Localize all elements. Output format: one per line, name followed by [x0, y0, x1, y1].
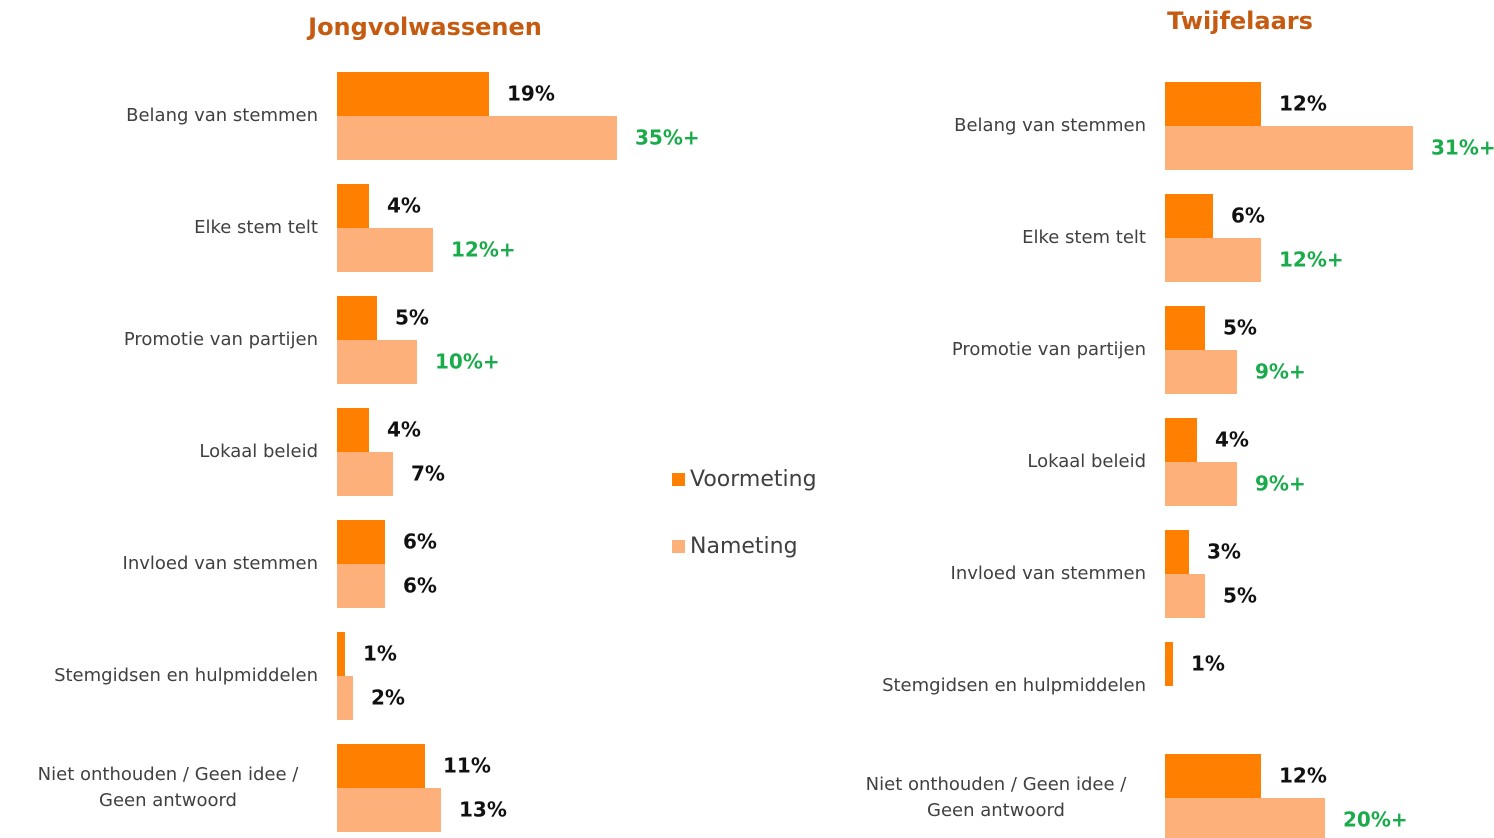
category-text: Belang van stemmen	[954, 115, 1146, 136]
bar	[337, 676, 353, 720]
value-label: 5%	[395, 306, 429, 330]
value-label: 12%	[1279, 92, 1327, 116]
bar	[337, 72, 489, 116]
chart-title: Twijfelaars	[1167, 7, 1313, 35]
value-label: 19%	[507, 82, 555, 106]
bar	[337, 788, 441, 832]
bar	[337, 632, 345, 676]
category-text: Invloed van stemmen	[122, 553, 318, 574]
category-label: Promotie van partijen	[0, 310, 318, 370]
bar	[1165, 194, 1213, 238]
value-label: 7%	[411, 462, 445, 486]
category-text: Belang van stemmen	[126, 105, 318, 126]
value-label: 5%	[1223, 316, 1257, 340]
value-label: 4%	[387, 418, 421, 442]
value-label: 12%+	[451, 238, 516, 262]
bar	[337, 564, 385, 608]
bar	[1165, 306, 1205, 350]
value-label: 12%+	[1279, 248, 1344, 272]
value-label: 9%+	[1255, 472, 1306, 496]
category-text: Promotie van partijen	[123, 329, 318, 350]
value-label: 35%+	[635, 126, 700, 150]
chart-title: Jongvolwassenen	[306, 13, 542, 41]
category-text: Promotie van partijen	[951, 339, 1146, 360]
value-label: 20%+	[1343, 808, 1408, 832]
value-label: 12%	[1279, 764, 1327, 788]
value-label: 5%	[1223, 584, 1257, 608]
bar	[1165, 462, 1237, 506]
value-label: 2%	[371, 686, 405, 710]
legend-item: Voormeting	[672, 467, 817, 492]
legend-swatch	[672, 473, 685, 486]
value-label: 1%	[1191, 652, 1225, 676]
bar	[337, 296, 377, 340]
bar	[337, 116, 617, 160]
category-text: Stemgidsen en hulpmiddelen	[54, 665, 318, 686]
bar	[1165, 82, 1261, 126]
bar	[337, 228, 433, 272]
value-label: 4%	[387, 194, 421, 218]
category-text: Niet onthouden / Geen idee / Geen antwoo…	[37, 764, 299, 811]
category-text: Elke stem telt	[194, 217, 318, 238]
legend-label: Nameting	[690, 534, 798, 559]
category-label: Invloed van stemmen	[826, 544, 1146, 604]
value-label: 31%+	[1431, 136, 1494, 160]
legend-swatch	[672, 540, 685, 553]
category-label: Niet onthouden / Geen idee / Geen antwoo…	[826, 768, 1146, 828]
category-label: Elke stem telt	[0, 198, 318, 258]
bar	[1165, 574, 1205, 618]
category-text: Lokaal beleid	[199, 441, 318, 462]
category-label: Stemgidsen en hulpmiddelen	[826, 656, 1146, 716]
bar	[337, 340, 417, 384]
category-label: Niet onthouden / Geen idee / Geen antwoo…	[0, 758, 318, 818]
category-label: Belang van stemmen	[0, 86, 318, 146]
bar	[1165, 642, 1173, 686]
category-text: Lokaal beleid	[1027, 451, 1146, 472]
bar	[1165, 798, 1325, 838]
value-label: 13%	[459, 798, 507, 822]
category-label: Lokaal beleid	[0, 422, 318, 482]
bar	[1165, 530, 1189, 574]
value-label: 4%	[1215, 428, 1249, 452]
bar	[1165, 350, 1237, 394]
value-label: 9%+	[1255, 360, 1306, 384]
bar	[1165, 418, 1197, 462]
category-label: Elke stem telt	[826, 208, 1146, 268]
bar	[337, 744, 425, 788]
bar	[337, 452, 393, 496]
value-label: 6%	[403, 574, 437, 598]
bar	[337, 408, 369, 452]
value-label: 6%	[1231, 204, 1265, 228]
category-label: Belang van stemmen	[826, 96, 1146, 156]
category-text: Elke stem telt	[1022, 227, 1146, 248]
category-text: Stemgidsen en hulpmiddelen	[882, 675, 1146, 696]
bar	[337, 184, 369, 228]
bar	[337, 520, 385, 564]
bar	[1165, 126, 1413, 170]
value-label: 10%+	[435, 350, 500, 374]
category-text: Niet onthouden / Geen idee / Geen antwoo…	[865, 774, 1127, 821]
value-label: 1%	[363, 642, 397, 666]
value-label: 6%	[403, 530, 437, 554]
value-label: 11%	[443, 754, 491, 778]
category-label: Stemgidsen en hulpmiddelen	[0, 646, 318, 706]
value-label: 3%	[1207, 540, 1241, 564]
bar	[1165, 754, 1261, 798]
category-label: Promotie van partijen	[826, 320, 1146, 380]
legend-item: Nameting	[672, 534, 798, 559]
category-label: Lokaal beleid	[826, 432, 1146, 492]
legend-label: Voormeting	[690, 467, 817, 492]
category-label: Invloed van stemmen	[0, 534, 318, 594]
bar	[1165, 238, 1261, 282]
category-text: Invloed van stemmen	[950, 563, 1146, 584]
